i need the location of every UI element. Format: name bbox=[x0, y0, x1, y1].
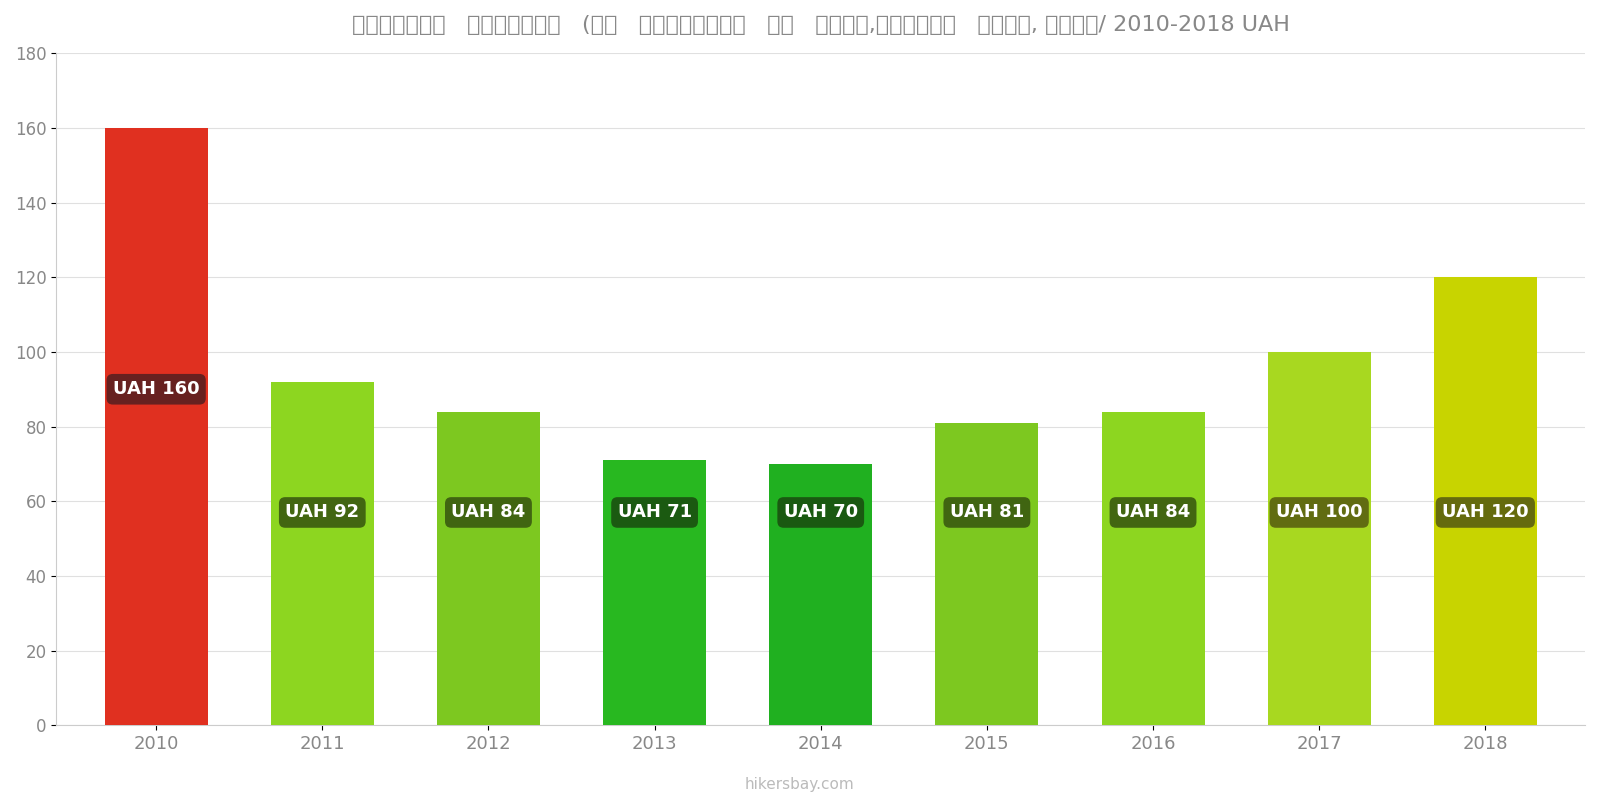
Bar bbox=[437, 412, 539, 726]
Text: UAH 100: UAH 100 bbox=[1275, 503, 1363, 522]
Bar bbox=[603, 460, 706, 726]
Text: UAH 70: UAH 70 bbox=[784, 503, 858, 522]
Text: UAH 84: UAH 84 bbox=[1115, 503, 1190, 522]
Text: UAH 71: UAH 71 bbox=[618, 503, 691, 522]
Bar bbox=[104, 128, 208, 726]
Bar bbox=[936, 423, 1038, 726]
Bar bbox=[1267, 352, 1371, 726]
Text: UAH 92: UAH 92 bbox=[285, 503, 360, 522]
Text: UAH 120: UAH 120 bbox=[1442, 503, 1528, 522]
Text: UAH 84: UAH 84 bbox=[451, 503, 525, 522]
Text: UAH 81: UAH 81 bbox=[950, 503, 1024, 522]
Text: UAH 160: UAH 160 bbox=[114, 380, 200, 398]
Title: युक्रेन   इंटरनेट   (๠०   एमबीपीएस   या   अधिक,असीमित   डेटा, केबल/ 2010-2018 UA: युक्रेन इंटरनेट (๠० एमबीपीएस या अधिक,असी… bbox=[352, 15, 1290, 35]
Bar bbox=[770, 464, 872, 726]
Bar bbox=[270, 382, 374, 726]
Bar bbox=[1101, 412, 1205, 726]
Bar bbox=[1434, 278, 1538, 726]
Text: hikersbay.com: hikersbay.com bbox=[746, 777, 854, 792]
